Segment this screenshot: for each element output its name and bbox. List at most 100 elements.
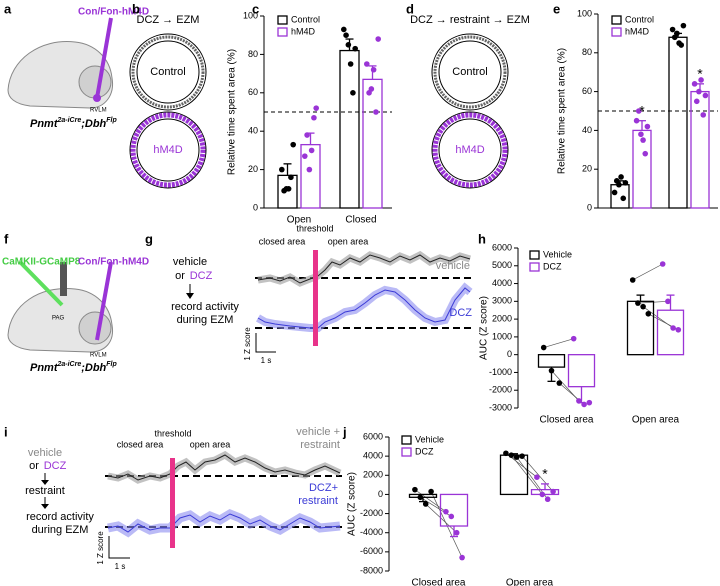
data-point [422,501,429,507]
y-tick-label: 40 [248,126,258,136]
gene: Pnmt [30,362,59,374]
region-label: open area [328,236,369,246]
trace-label: restraint [300,439,340,451]
bar [362,78,383,209]
significance: * [697,66,703,82]
trace-label: vehicle [436,260,470,272]
x-tick-label: Open area [506,578,554,586]
data-point [629,277,636,283]
brain-schematic [7,17,114,109]
legend-swatch [611,15,622,25]
y-tick-label: 0 [507,349,512,359]
brain-schematic [7,260,114,353]
data-point [503,450,509,457]
step-label: or [29,460,39,472]
traces [255,250,475,353]
y-tick-label: -4000 [360,527,383,537]
data-point [313,105,320,111]
data-point [642,150,649,157]
pair-line [425,503,457,533]
scale-label: 1 Z score [243,327,252,361]
legend-swatch [529,250,540,260]
legend-label: DCZ [543,261,562,271]
y-tick-label: 40 [582,125,592,135]
allele: Flp [106,117,117,124]
panel-letter: g [145,231,153,246]
y-tick-label: 6000 [492,242,512,252]
region-label: RVLM [90,108,107,114]
maze [431,33,509,189]
y-tick-label: 2000 [363,470,383,480]
trace-label: restraint [298,495,338,507]
panel-letter: h [478,231,486,246]
data-point [459,554,465,561]
y-tick-label: 6000 [363,431,383,441]
y-tick-label: -3000 [489,402,512,412]
data-point [665,298,671,305]
y-axis-label: AUC (Z score) [347,472,358,536]
data-point [428,488,434,495]
data-point [544,496,551,503]
data-point [611,189,618,196]
allele: 2a-iCre [57,117,82,124]
legend-label: hM4D [625,26,650,36]
data-point [534,474,540,481]
data-point [540,344,547,351]
y-tick-label: 0 [253,202,258,212]
step-label: record activity [171,301,239,313]
bar [668,36,688,209]
legend-swatch [401,447,412,457]
data-point [508,452,515,458]
step-label: during EZM [32,524,89,536]
data-point [519,453,525,459]
data-point [290,141,297,148]
data-point [635,108,642,114]
data-point [691,81,698,87]
legend-swatch [277,15,288,25]
y-axis-label: Relative time spent area (%) [557,48,568,174]
maze [129,33,207,189]
y-tick-label: 60 [582,86,592,96]
data-point [693,98,700,105]
bar [567,354,596,388]
genotype: Pnmt2a-iCre;DbhFlp [30,117,118,130]
data-point [698,77,704,83]
pair-line [511,454,543,495]
legend-label: hM4D [291,26,316,36]
panel-letter: f [4,231,9,246]
y-axis-label: AUC (Z score) [479,296,490,360]
legend-label: DCZ [415,446,434,456]
y-tick-label: -1000 [489,367,512,377]
data-point [352,45,359,52]
allele: 2a-iCre [57,361,82,368]
legend-swatch [529,262,540,272]
significance: * [639,102,645,118]
y-tick-label: 2000 [492,313,512,323]
y-tick-label: 80 [248,49,258,59]
data-point [308,147,315,154]
step-label: during EZM [177,314,234,326]
traces [105,450,342,559]
legend-label: Control [625,14,654,24]
data-point [675,326,682,333]
trace-label: vehicle + [296,426,340,438]
legend-swatch [401,435,412,445]
bar [656,309,685,356]
panel-letter: e [553,1,560,16]
bar [277,174,298,209]
x-tick-label: Closed area [540,415,594,426]
data-point [556,380,563,386]
panel-letter: c [252,1,259,16]
region-label: RVLM [90,353,107,359]
gene: ;Dbh [81,118,106,130]
step-label: vehicle [173,256,207,268]
data-point [548,367,555,374]
y-tick-label: 100 [243,10,258,20]
data-point [586,399,593,406]
legend-label: Vehicle [415,434,444,444]
region-label: closed area [117,439,164,449]
y-tick-label: 60 [248,87,258,97]
x-tick-label: Open area [632,415,680,426]
marker-label: threshold [296,223,333,233]
